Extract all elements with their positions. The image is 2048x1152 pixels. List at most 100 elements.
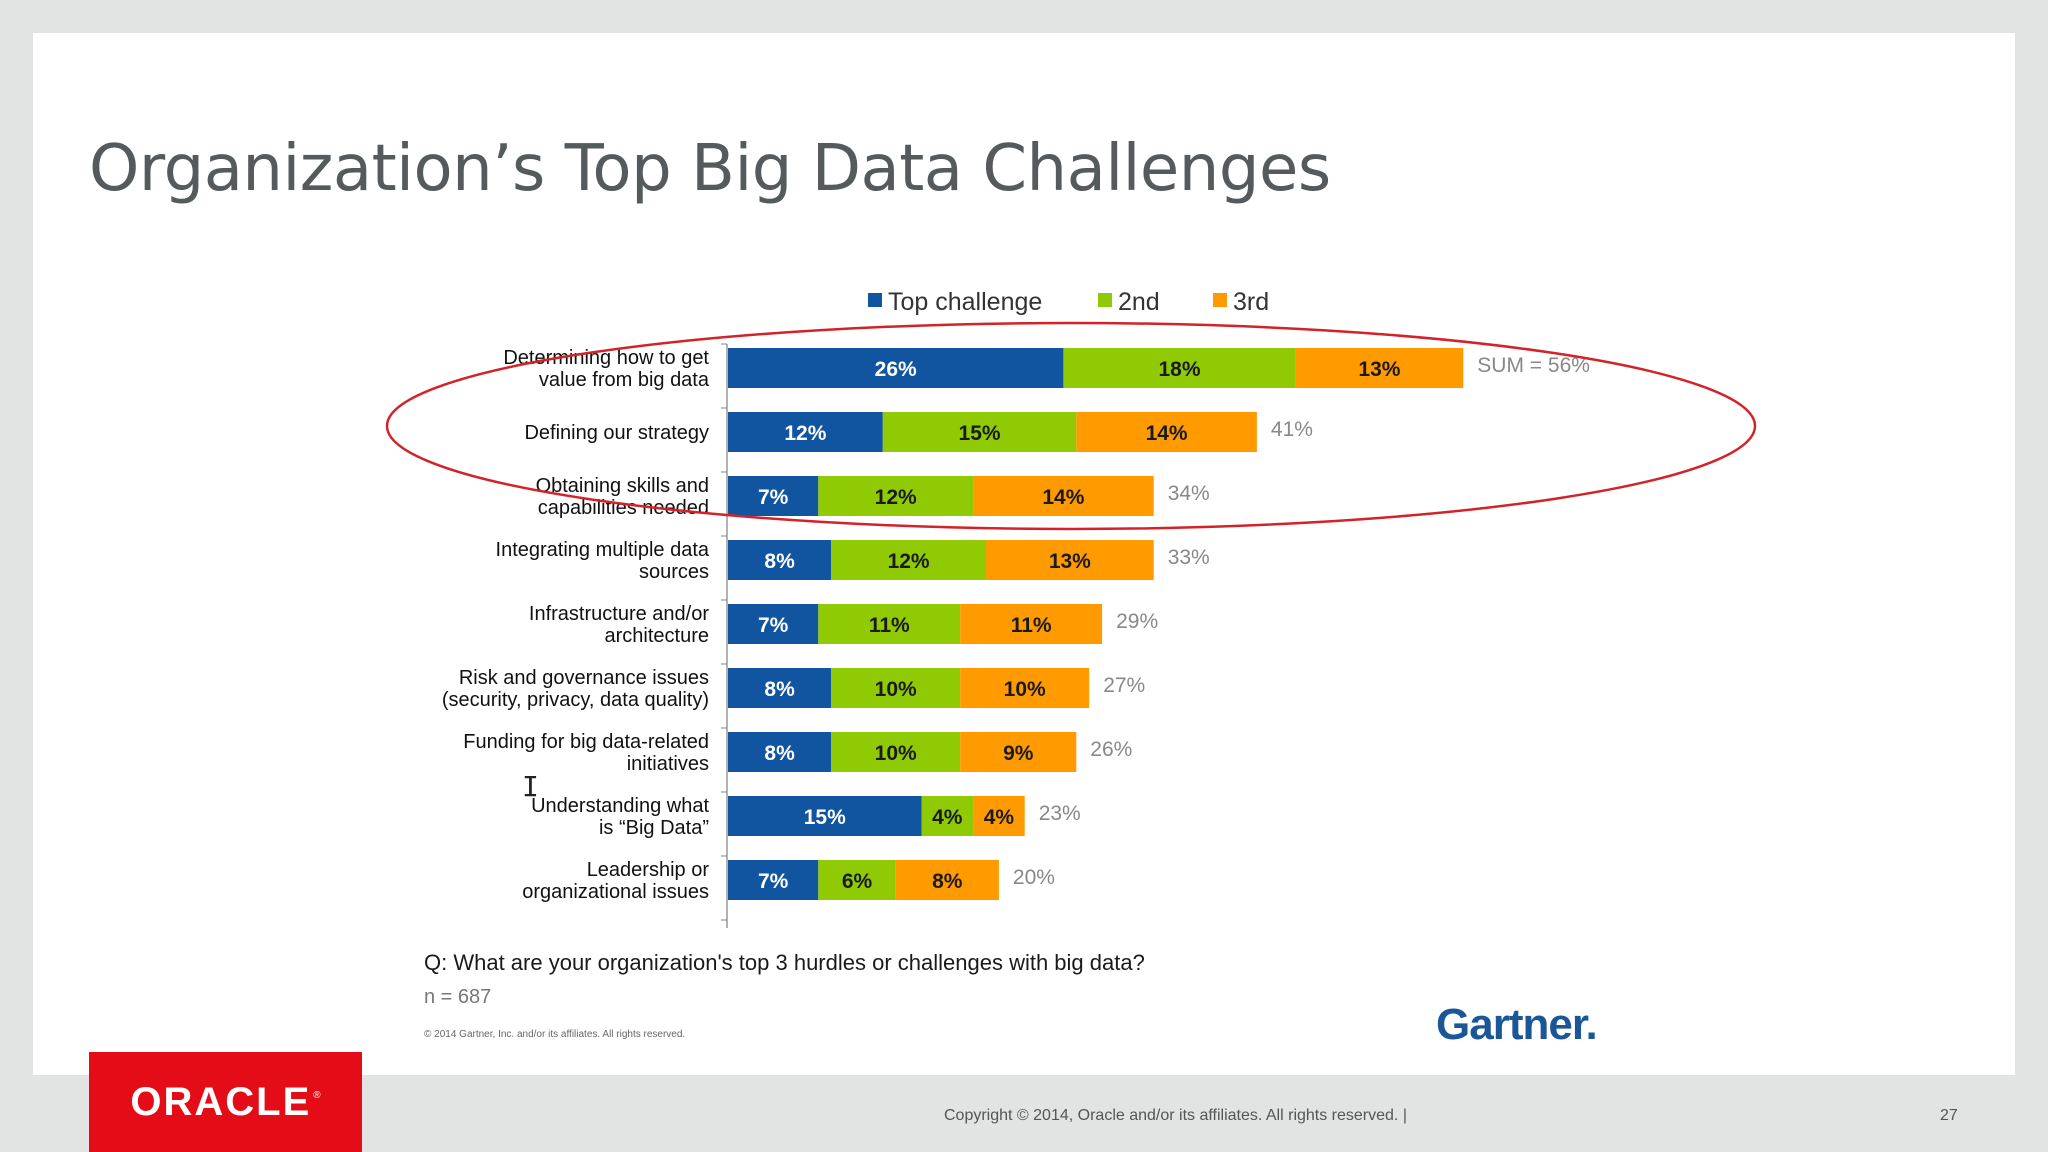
category-label: Determining how to get value from big dat…: [503, 347, 710, 391]
bar-segment: [1076, 412, 1257, 452]
bar-segment: [728, 412, 883, 452]
legend-label: 2nd: [1118, 288, 1160, 316]
bar-value-label: 13%: [1358, 358, 1400, 381]
legend-swatch: [1213, 293, 1227, 307]
bar-value-label: 4%: [984, 806, 1015, 829]
bar-segment: [960, 668, 1090, 708]
oracle-logo-word: ORACLE: [130, 1079, 312, 1124]
legend-label: Top challenge: [888, 288, 1042, 316]
footer-copyright: Copyright © 2014, Oracle and/or its affi…: [944, 1107, 1407, 1124]
slide-title: Organization’s Top Big Data Challenges: [89, 132, 1331, 206]
total-label: 27%: [1103, 674, 1145, 697]
total-label: 20%: [1013, 866, 1055, 889]
bar-value-label: 18%: [1158, 358, 1200, 381]
sample-size: n = 687: [424, 986, 492, 1008]
category-label-line: Risk and governance issues: [459, 667, 709, 689]
chart-copyright: © 2014 Gartner, Inc. and/or its affiliat…: [424, 1029, 686, 1040]
category-label: Integrating multiple data sources: [496, 539, 710, 583]
bar-value-label: 4%: [932, 806, 963, 829]
bar-segment: [728, 540, 832, 580]
bar-value-label: 8%: [764, 678, 795, 701]
category-label-line: is “Big Data”: [599, 817, 709, 839]
page-number: 27: [1940, 1107, 1958, 1124]
gartner-logo: Gartner.: [1436, 1000, 1598, 1049]
category-label-line: Defining our strategy: [524, 422, 709, 444]
bar-value-label: 14%: [1146, 422, 1188, 445]
bar-value-label: 11%: [1011, 614, 1052, 637]
category-label-line: Funding for big data-related: [463, 731, 709, 753]
bar-value-label: 13%: [1049, 550, 1091, 573]
bar-segment: [818, 860, 896, 900]
legend-swatch: [868, 293, 882, 307]
bar-value-label: 6%: [842, 870, 873, 893]
total-label: 33%: [1168, 546, 1210, 569]
bar-segment: [728, 860, 819, 900]
chart-question: Q: What are your organization's top 3 hu…: [424, 950, 1145, 975]
bar-segment: [1063, 348, 1296, 388]
highlight-ellipse: [385, 321, 1757, 531]
category-label-line: architecture: [605, 625, 710, 647]
bar-segment: [818, 604, 961, 644]
bar-value-label: 8%: [764, 550, 795, 573]
category-label: Understanding what is “Big Data”: [531, 795, 709, 839]
category-label-line: Integrating multiple data: [496, 539, 710, 561]
legend-label: 3rd: [1233, 288, 1269, 316]
bar-segment: [728, 668, 832, 708]
bar-segment: [921, 796, 974, 836]
bar-value-label: 15%: [959, 422, 1001, 445]
bar-value-label: 7%: [758, 486, 789, 509]
category-label-line: capabilities needed: [538, 497, 709, 519]
category-label: Leadership or organizational issues: [522, 859, 709, 903]
category-label-line: value from big data: [539, 369, 710, 391]
total-label: 41%: [1271, 418, 1313, 441]
total-label: 34%: [1168, 482, 1210, 505]
bar-segment: [895, 860, 999, 900]
bar-segment: [973, 796, 1025, 836]
bar-segment: [986, 540, 1154, 580]
bar-value-label: 10%: [875, 678, 917, 701]
bar-value-label: 12%: [888, 550, 930, 573]
category-label: Defining our strategy: [524, 422, 709, 444]
legend-swatch: [1098, 293, 1112, 307]
bar-value-label: 7%: [758, 870, 789, 893]
bar-segment: [882, 412, 1077, 452]
bar-segment: [1295, 348, 1464, 388]
category-label: Funding for big data-related initiatives: [463, 731, 709, 775]
total-label: 23%: [1039, 802, 1081, 825]
bar-value-label: 8%: [932, 870, 963, 893]
category-label-line: Determining how to get: [503, 347, 709, 369]
bar-segment: [973, 476, 1154, 516]
bar-value-label: 10%: [1004, 678, 1046, 701]
bar-value-label: 14%: [1042, 486, 1084, 509]
category-label-line: initiatives: [627, 753, 709, 775]
bar-segment: [728, 348, 1064, 388]
bar-value-label: 12%: [784, 422, 826, 445]
bar-segment: [960, 732, 1077, 772]
category-label: Risk and governance issues (security, pri…: [442, 667, 709, 711]
category-label-line: Infrastructure and/or: [529, 603, 709, 625]
bar-segment: [818, 476, 974, 516]
bar-value-label: 15%: [804, 806, 846, 829]
category-label-line: organizational issues: [522, 881, 709, 903]
bar-value-label: 8%: [764, 742, 795, 765]
category-label-line: sources: [639, 561, 709, 583]
total-label: 29%: [1116, 610, 1158, 633]
bar-segment: [831, 540, 986, 580]
bar-value-label: 26%: [875, 358, 917, 381]
category-label-line: Obtaining skills and: [536, 475, 709, 497]
registered-mark: ®: [313, 1089, 321, 1101]
bar-segment: [831, 668, 961, 708]
bar-segment: [728, 476, 819, 516]
category-label-line: Understanding what: [531, 795, 709, 817]
bar-value-label: 9%: [1003, 742, 1034, 765]
bar-segment: [728, 796, 922, 836]
category-label-line: (security, privacy, data quality): [442, 689, 709, 711]
category-label: Obtaining skills and capabilities needed: [536, 475, 709, 519]
bar-value-label: 11%: [869, 614, 910, 637]
bar-segment: [728, 604, 819, 644]
bar-value-label: 12%: [875, 486, 917, 509]
category-label-line: Leadership or: [587, 859, 710, 881]
total-label: 26%: [1090, 738, 1132, 761]
text-cursor-icon: I: [522, 770, 539, 803]
bar-segment: [728, 732, 832, 772]
